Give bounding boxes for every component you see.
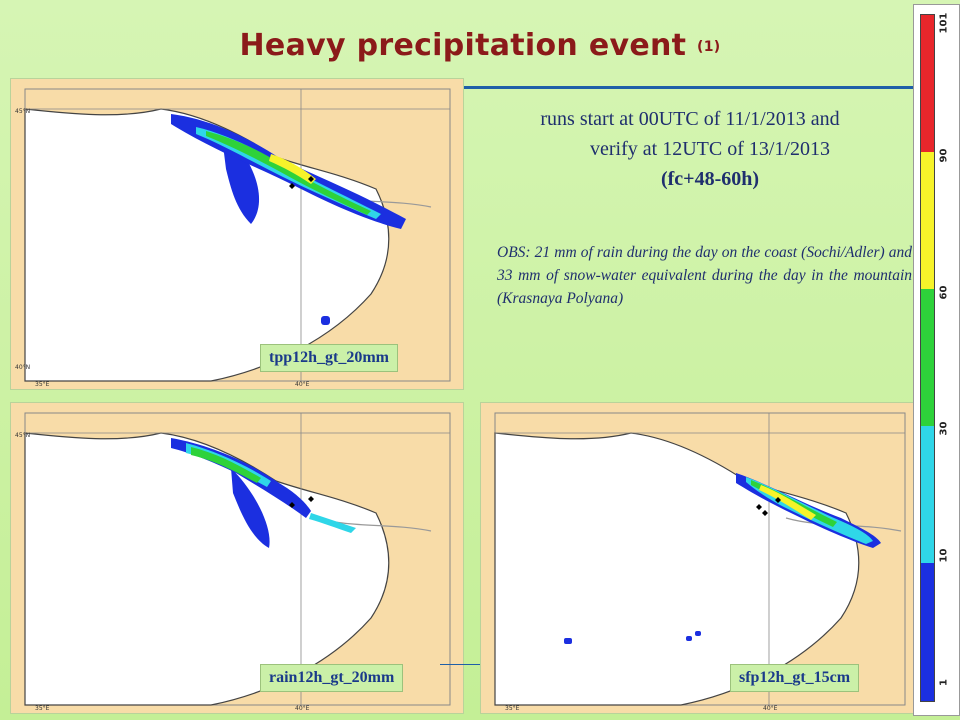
map-rain12h-plot: 45°N 35°E 40°E <box>11 403 463 713</box>
map-label-sfp12h: sfp12h_gt_15cm <box>730 664 860 692</box>
legend-tick-10: 10 <box>938 548 950 563</box>
runs-line-1: runs start at 00UTC of 11/1/2013 and <box>540 108 840 130</box>
map-rain12h: 45°N 35°E 40°E <box>10 402 464 714</box>
legend-tick-1: 1 <box>938 679 950 686</box>
legend-tick-101: 101 <box>938 12 950 34</box>
legend-segment-yellow <box>921 152 934 289</box>
color-legend: 101 90 60 30 10 1 <box>913 4 960 716</box>
legend-bar <box>920 14 935 702</box>
legend-segment-cyan <box>921 426 934 563</box>
lat-tick-45: 45°N <box>15 108 30 115</box>
legend-segment-red <box>921 15 934 152</box>
title-underline <box>455 86 925 89</box>
title-text: Heavy precipitation event <box>239 28 687 63</box>
lat-tick-40: 40°N <box>15 364 30 371</box>
lon-tick-40: 40°E <box>763 705 778 712</box>
legend-segment-blue <box>921 563 934 701</box>
map-sfp12h-plot: 35°E 40°E <box>481 403 913 713</box>
slide-title: Heavy precipitation event (1) <box>0 28 960 63</box>
legend-segment-green <box>921 289 934 426</box>
legend-tick-60: 60 <box>938 285 950 300</box>
legend-tick-90: 90 <box>938 148 950 163</box>
observation-text: OBS: 21 mm of rain during the day on the… <box>497 244 912 307</box>
footer-divider <box>440 664 480 665</box>
lon-tick-35: 35°E <box>505 705 520 712</box>
map-tpp12h: 45°N 40°N 35°E 40°E <box>10 78 464 390</box>
title-suffix: (1) <box>697 39 721 55</box>
lon-tick-35: 35°E <box>35 705 50 712</box>
runs-description: runs start at 00UTC of 11/1/2013 and ver… <box>470 104 910 194</box>
map-sfp12h: 35°E 40°E <box>480 402 914 714</box>
legend-tick-30: 30 <box>938 421 950 436</box>
map-label-rain12h: rain12h_gt_20mm <box>260 664 404 692</box>
map-label-tpp12h: tpp12h_gt_20mm <box>260 344 399 372</box>
map-tpp12h-plot: 45°N 40°N 35°E 40°E <box>11 79 463 389</box>
lon-tick-40: 40°E <box>295 381 310 388</box>
lat-tick-45: 45°N <box>15 432 30 439</box>
runs-line-2: verify at 12UTC of 13/1/2013 <box>590 138 830 160</box>
runs-line-3: (fc+48-60h) <box>660 168 760 190</box>
lon-tick-35: 35°E <box>35 381 50 388</box>
lon-tick-40: 40°E <box>295 705 310 712</box>
